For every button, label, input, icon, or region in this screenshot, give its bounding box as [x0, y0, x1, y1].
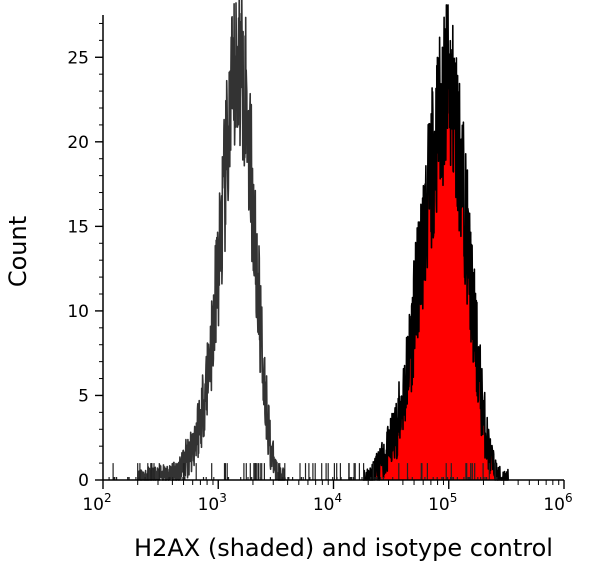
x-tick-label: 103	[198, 491, 227, 515]
x-axis-title: H2AX (shaded) and isotype control	[134, 534, 553, 562]
y-tick-label: 15	[67, 217, 89, 237]
histogram-line-shaded	[362, 4, 509, 481]
x-tick-label: 105	[428, 491, 457, 515]
plot-area	[108, 0, 509, 481]
x-tick-label: 102	[82, 491, 111, 515]
y-axis-title: Count	[4, 216, 32, 287]
y-tick-label: 10	[67, 302, 89, 322]
histogram-line-outline	[136, 0, 286, 481]
y-tick-label: 5	[78, 386, 89, 406]
axes: 0 5 10 15 20 25 102 103 104 105 106	[67, 15, 573, 515]
y-tick-label: 0	[78, 471, 89, 491]
x-tick-label: 106	[543, 491, 572, 515]
histogram-fill-shaded	[362, 4, 509, 481]
y-tick-label: 20	[67, 133, 89, 153]
y-tick-label: 25	[67, 48, 89, 68]
x-tick-label: 104	[313, 491, 342, 515]
